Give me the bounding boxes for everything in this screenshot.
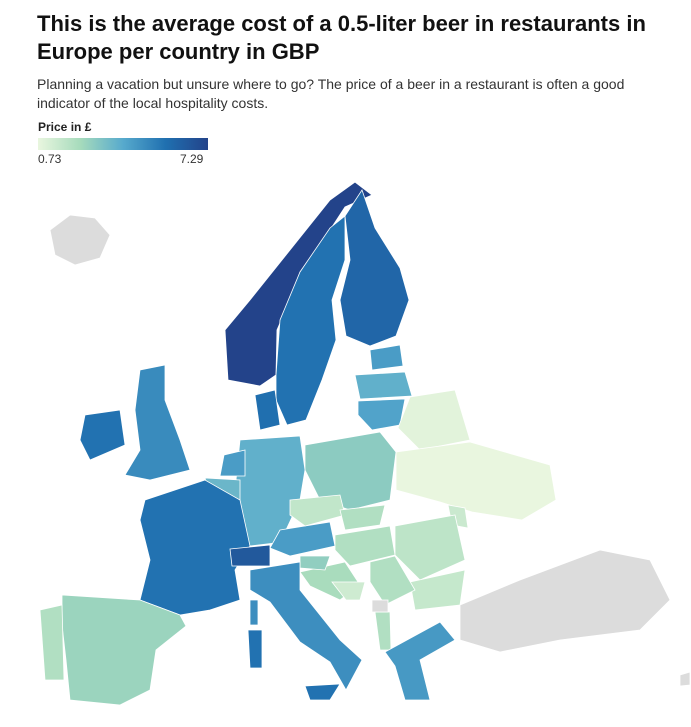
legend-title: Price in £	[38, 120, 92, 134]
country-austria[interactable]	[269, 521, 336, 557]
country-sweden[interactable]	[275, 215, 346, 426]
country-bosnia-and-herzegovina[interactable]	[331, 581, 366, 601]
country-portugal[interactable]	[39, 604, 65, 681]
country-albania[interactable]	[374, 611, 392, 651]
chart-title: This is the average cost of a 0.5-liter …	[37, 11, 646, 64]
country-ukraine[interactable]	[395, 441, 557, 521]
country-latvia[interactable]	[354, 371, 413, 400]
country-iceland[interactable]	[49, 214, 111, 266]
country-belarus[interactable]	[397, 389, 471, 451]
country-turkey[interactable]	[459, 549, 671, 653]
country-poland[interactable]	[304, 431, 397, 511]
country-denmark[interactable]	[254, 389, 281, 431]
chart-subtitle: Planning a vacation but unsure where to …	[37, 76, 625, 111]
country-finland[interactable]	[339, 189, 410, 347]
country-sardinia[interactable]	[247, 629, 263, 669]
country-hungary[interactable]	[334, 525, 396, 567]
country-slovakia[interactable]	[339, 504, 386, 531]
legend-min: 0.73	[38, 152, 62, 166]
country-ireland[interactable]	[79, 409, 126, 461]
country-sicily[interactable]	[304, 683, 341, 701]
country-czechia[interactable]	[289, 494, 346, 527]
country-cyprus[interactable]	[679, 671, 691, 687]
country-kosovo[interactable]	[371, 599, 389, 613]
country-switzerland[interactable]	[229, 544, 271, 567]
country-corsica[interactable]	[249, 599, 259, 626]
country-slovenia[interactable]	[299, 555, 331, 571]
country-estonia[interactable]	[369, 344, 404, 371]
country-united-kingdom[interactable]	[124, 364, 191, 481]
country-france[interactable]	[139, 479, 251, 616]
country-serbia[interactable]	[369, 555, 416, 606]
country-netherlands[interactable]	[219, 449, 246, 477]
country-lithuania[interactable]	[357, 398, 406, 431]
legend-max: 7.29	[180, 152, 204, 166]
legend-color-bar	[38, 138, 208, 150]
country-romania[interactable]	[394, 514, 466, 581]
country-italy[interactable]	[249, 561, 363, 691]
country-norway[interactable]	[224, 181, 373, 387]
country-greece[interactable]	[384, 621, 456, 701]
country-spain[interactable]	[61, 594, 187, 706]
